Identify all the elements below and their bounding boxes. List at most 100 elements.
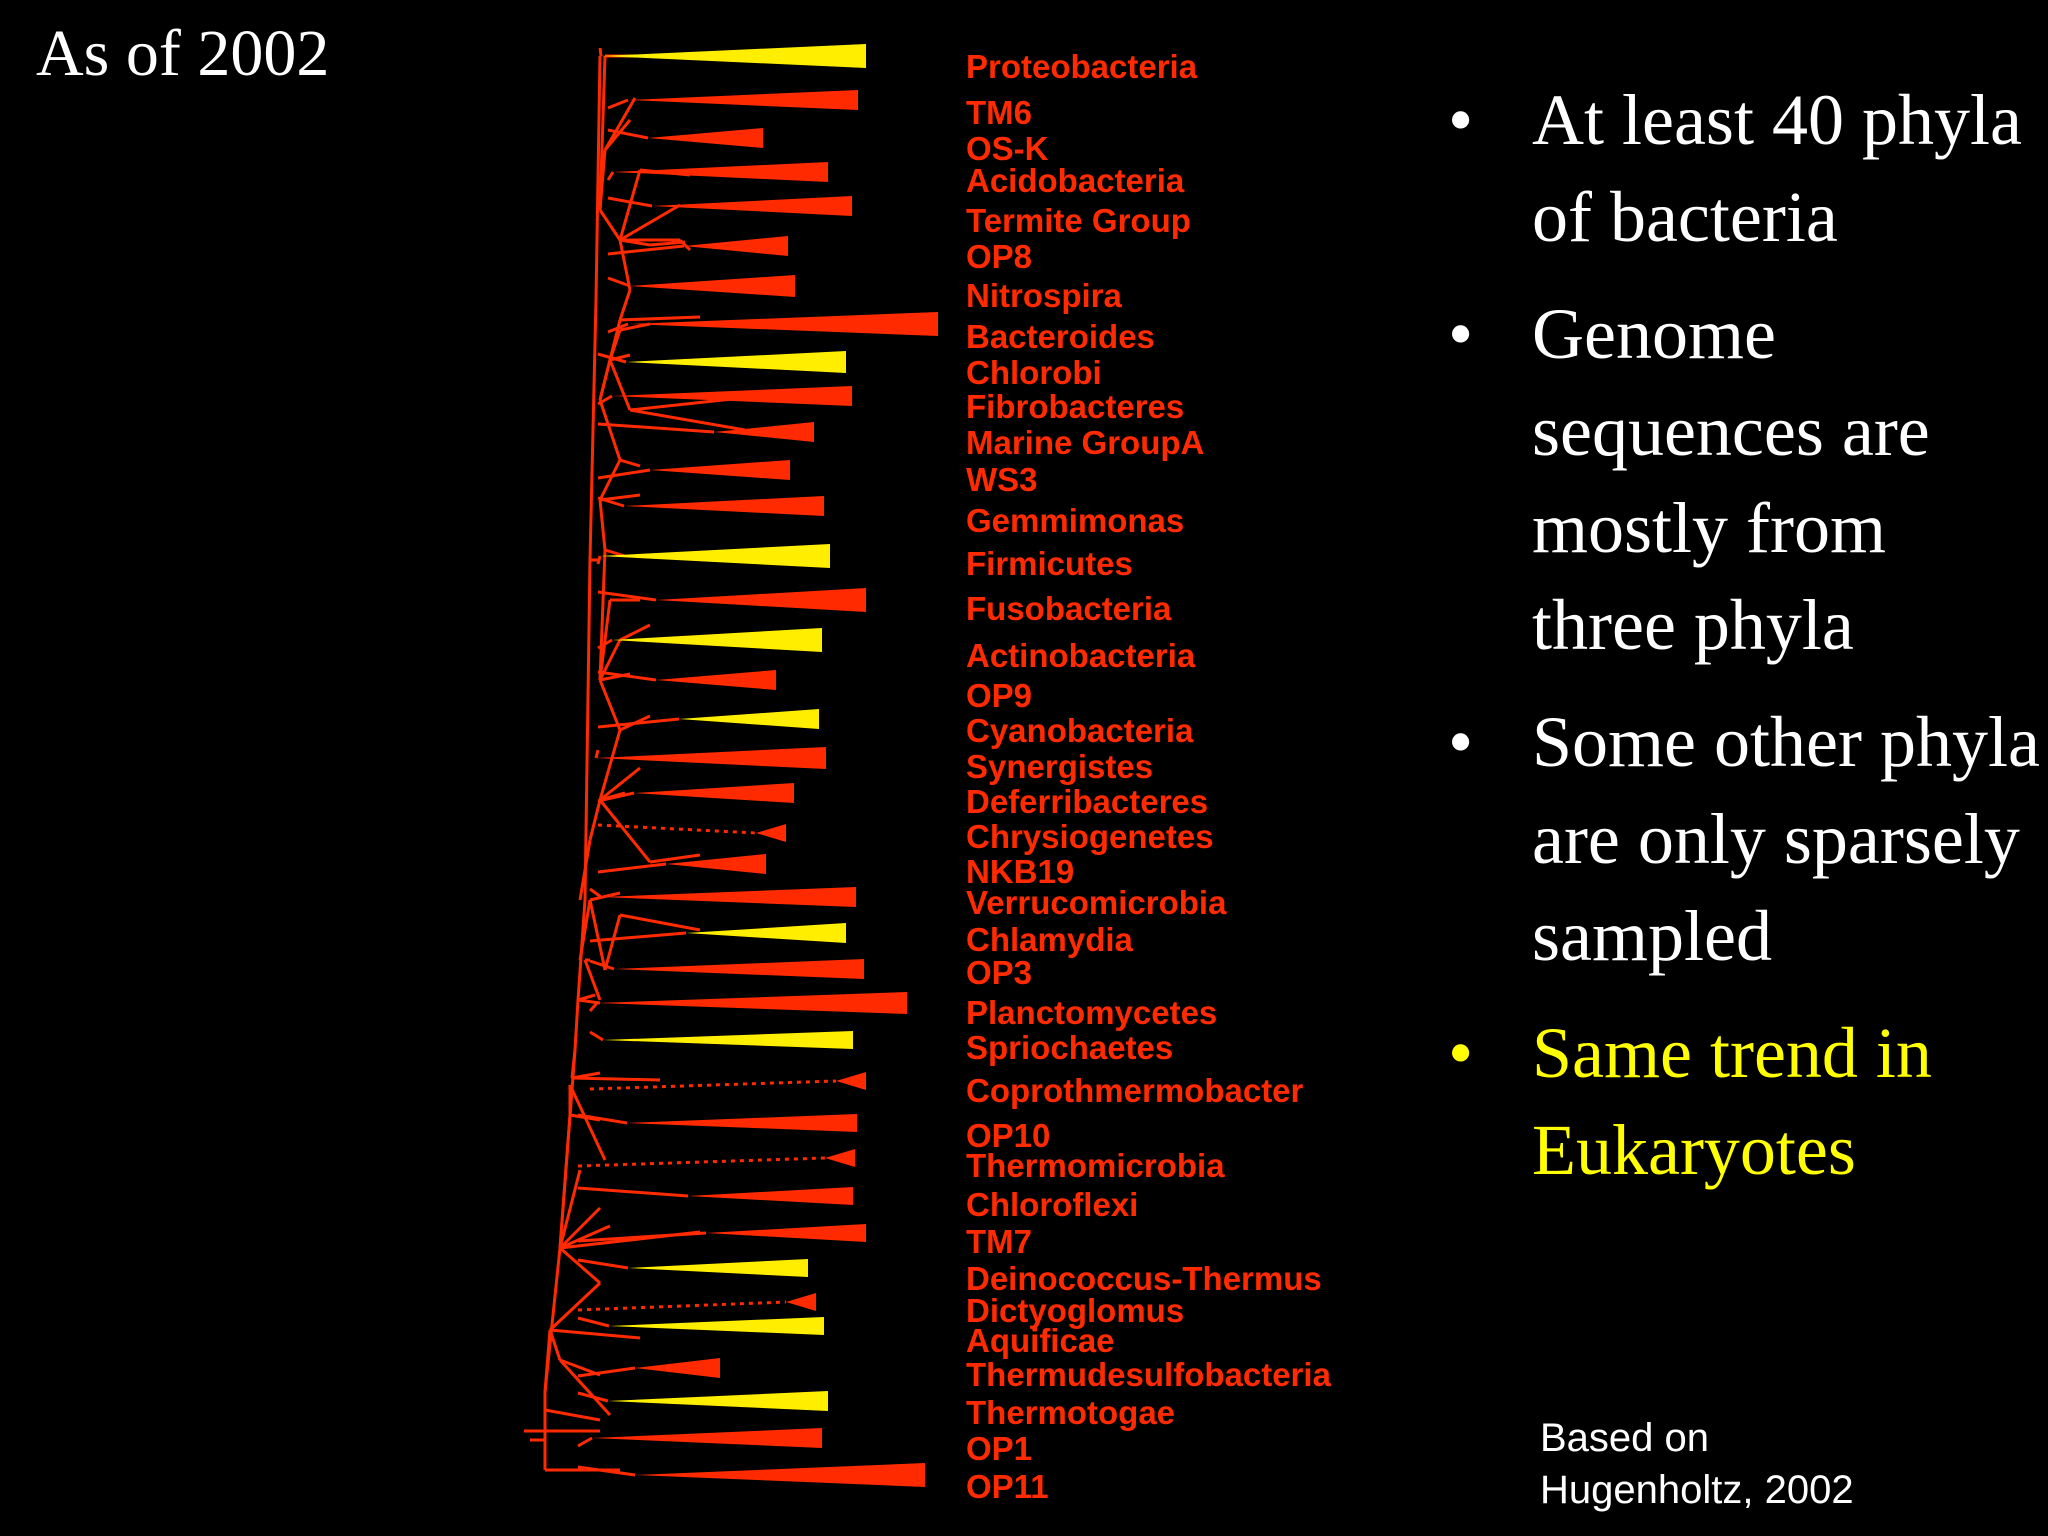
tree-internal-branch bbox=[588, 899, 607, 971]
phylum-wedge bbox=[612, 386, 852, 406]
phylum-wedge bbox=[630, 275, 795, 297]
tree-internal-branch bbox=[577, 993, 596, 1002]
bullet-item: • Same trend in Eukaryotes bbox=[1440, 1005, 2040, 1199]
tree-internal-branch bbox=[618, 169, 642, 241]
phylum-label: Proteobacteria bbox=[966, 48, 1198, 85]
phylum-wedge bbox=[612, 628, 822, 652]
tree-branch bbox=[607, 276, 631, 288]
phylum-label: Deferribacteres bbox=[966, 783, 1208, 820]
tree-internal-branch bbox=[649, 240, 686, 247]
bullet-item: • At least 40 phyla of bacteria bbox=[1440, 72, 2040, 266]
tree-internal-branch bbox=[649, 853, 701, 864]
phylum-wedge bbox=[635, 1463, 925, 1487]
tree-branch bbox=[597, 468, 651, 480]
phylum-label: OP9 bbox=[966, 677, 1032, 714]
phylum-wedge bbox=[613, 162, 828, 182]
phylum-wedge bbox=[601, 887, 856, 907]
phylum-label: Synergistes bbox=[966, 748, 1153, 785]
tree-internal-branch bbox=[599, 672, 631, 682]
phylum-label: Chlamydia bbox=[966, 921, 1134, 958]
phylum-wedge bbox=[656, 670, 776, 690]
tree-internal-branch bbox=[608, 359, 632, 411]
phylum-wedge bbox=[634, 783, 794, 803]
tree-internal-branch bbox=[544, 1408, 601, 1422]
phylum-label: OP10 bbox=[966, 1117, 1050, 1154]
phylum-label: Fibrobacteres bbox=[966, 388, 1184, 425]
tree-internal-branch bbox=[629, 408, 746, 432]
phylum-label: OP3 bbox=[966, 954, 1032, 991]
tree-branch bbox=[597, 590, 657, 602]
phylum-wedge bbox=[597, 992, 907, 1014]
tree-internal-branch bbox=[603, 914, 622, 971]
tree-internal-branch bbox=[548, 1281, 602, 1332]
phylum-wedge bbox=[652, 196, 852, 216]
phylum-label: Actinobacteria bbox=[966, 637, 1196, 674]
phylum-label: TM6 bbox=[966, 94, 1032, 131]
tree-internal-branch bbox=[598, 639, 622, 681]
phylum-label: WS3 bbox=[966, 461, 1038, 498]
bullet-dot: • bbox=[1448, 80, 1474, 160]
tree-branch bbox=[577, 1436, 593, 1448]
phylum-wedge bbox=[600, 544, 830, 568]
tree-internal-branch bbox=[558, 1206, 602, 1250]
phylum-label: Chlorobi bbox=[966, 354, 1102, 391]
tree-branch bbox=[607, 244, 685, 256]
tree-branch bbox=[589, 887, 602, 899]
phylum-label: OP8 bbox=[966, 238, 1032, 275]
phylum-wedge bbox=[650, 460, 790, 480]
tree-branch bbox=[589, 931, 687, 943]
phylum-label: OP11 bbox=[966, 1468, 1049, 1505]
phylum-wedge bbox=[609, 1317, 824, 1335]
tree-branch bbox=[597, 422, 715, 434]
phylum-label: Verrucomicrobia bbox=[966, 884, 1227, 921]
phylum-label: OP1 bbox=[966, 1430, 1032, 1467]
phylum-label: Dictyoglomus bbox=[966, 1292, 1184, 1329]
tree-internal-branch bbox=[599, 493, 641, 502]
phylum-wedge bbox=[714, 422, 814, 442]
phylum-wedge bbox=[679, 709, 819, 729]
tree-internal-branch bbox=[603, 119, 632, 151]
tree-internal-branch bbox=[589, 891, 621, 902]
credit: Based on Hugenholtz, 2002 bbox=[1540, 1412, 1854, 1516]
tree-branch bbox=[577, 1186, 689, 1198]
tree-branch bbox=[589, 1079, 837, 1091]
tree-internal-branch bbox=[549, 1328, 641, 1340]
tree-internal-branch bbox=[583, 959, 602, 1001]
tree-internal-branch bbox=[598, 209, 622, 241]
tree-internal-branch bbox=[558, 1114, 572, 1249]
tree-wedges bbox=[592, 44, 938, 1487]
tree-branch bbox=[606, 171, 615, 181]
phylum-wedge bbox=[601, 44, 866, 68]
slide-corner-title: As of 2002 bbox=[36, 17, 330, 90]
tree-internal-branch bbox=[558, 1358, 612, 1417]
tree-branch bbox=[589, 1030, 604, 1042]
phylum-wedge bbox=[686, 923, 846, 943]
phylum-label: OS-K bbox=[966, 130, 1049, 167]
phylum-label: TM7 bbox=[966, 1223, 1032, 1260]
tree-internal-branch bbox=[603, 97, 637, 151]
phylum-label: Thermudesulfobacteria bbox=[966, 1356, 1332, 1393]
phylum-wedge bbox=[624, 496, 824, 516]
tree-internal-branch bbox=[618, 289, 632, 321]
tree-internal-branch bbox=[598, 459, 622, 501]
tree-internal-branch bbox=[619, 458, 641, 468]
phylum-label: Bacteroides bbox=[966, 318, 1155, 355]
tree-branch bbox=[598, 47, 603, 57]
phylum-label: Fusobacteria bbox=[966, 590, 1172, 627]
bullet-text: Some other phyla are only sparsely sampl… bbox=[1532, 702, 2040, 976]
tree-branches bbox=[524, 47, 837, 1477]
tree-internal-branch bbox=[568, 1084, 607, 1161]
phylum-wedge bbox=[825, 1149, 855, 1167]
phylum-label: Cyanobacteria bbox=[966, 712, 1194, 749]
tree-branch bbox=[607, 98, 629, 110]
phylum-label: Firmicutes bbox=[966, 545, 1133, 582]
tree-internal-branch bbox=[598, 55, 607, 211]
tree-internal-branch bbox=[598, 549, 607, 681]
phylum-wedge bbox=[628, 1259, 808, 1277]
phylum-wedge bbox=[626, 351, 846, 373]
bullet-dot: • bbox=[1448, 294, 1474, 374]
tree-internal-branch bbox=[588, 799, 602, 841]
tree-branch bbox=[589, 959, 615, 971]
